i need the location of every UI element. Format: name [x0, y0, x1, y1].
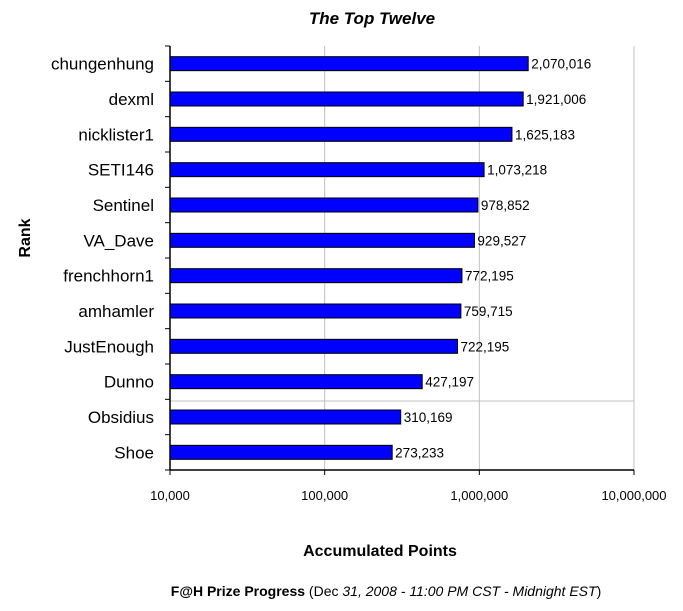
- x-tick-label: 1,000,000: [450, 488, 508, 503]
- x-tick-label: 10,000: [150, 488, 190, 503]
- data-label: 273,233: [395, 445, 444, 460]
- data-label: 1,921,006: [526, 92, 586, 107]
- x-axis-title: Accumulated Points: [303, 543, 457, 560]
- data-label: 722,195: [460, 339, 509, 354]
- category-label: nicklister1: [78, 125, 154, 144]
- footer-italic-text: 31, 2008 - 11:00 PM CST - Midnight EST: [342, 583, 598, 599]
- data-label: 759,715: [464, 304, 513, 319]
- data-label: 1,073,218: [487, 163, 547, 178]
- footer-text-open: (Dec: [305, 583, 342, 599]
- y-axis-ticks: [165, 45, 170, 471]
- bar-amhamler: [169, 303, 462, 319]
- bar-dexml: [169, 91, 524, 107]
- y-axis-title: Rank: [17, 218, 34, 257]
- footer-bold-text: F@H Prize Progress: [171, 583, 305, 599]
- bar-frenchhorn1: [169, 268, 463, 284]
- chart-title: The Top Twelve: [309, 9, 435, 28]
- data-label: 310,169: [404, 410, 453, 425]
- bar-Obsidius: [169, 409, 402, 425]
- category-label: Sentinel: [93, 196, 154, 215]
- category-label: Shoe: [114, 443, 154, 462]
- category-label: dexml: [109, 90, 154, 109]
- x-tick-labels: 10,000 100,000 1,000,000 10,000,000: [150, 488, 666, 503]
- category-label: amhamler: [78, 302, 154, 321]
- category-label: Dunno: [104, 373, 154, 392]
- bar-SETI146: [169, 162, 485, 178]
- bar-Sentinel: [169, 197, 479, 213]
- data-label: 978,852: [481, 198, 530, 213]
- bar-Shoe: [169, 444, 393, 460]
- footer-caption: F@H Prize Progress (Dec 31, 2008 - 11:00…: [171, 583, 601, 599]
- category-label: SETI146: [88, 161, 154, 180]
- data-label: 1,625,183: [515, 127, 575, 142]
- bars: [169, 56, 529, 460]
- x-tick-label: 100,000: [301, 488, 348, 503]
- data-label: 427,197: [425, 375, 474, 390]
- category-label: Obsidius: [88, 408, 154, 427]
- category-label: VA_Dave: [83, 231, 154, 250]
- x-axis-ticks: [169, 470, 635, 475]
- bar-Dunno: [169, 374, 423, 390]
- category-label: chungenhung: [51, 55, 154, 74]
- category-labels: chungenhung dexml nicklister1 SETI146 Sentin…: [51, 55, 154, 463]
- bar-chungenhung: [169, 56, 529, 72]
- bar-nicklister1: [169, 126, 513, 142]
- footer-text-close: ): [597, 583, 602, 599]
- gridlines: [324, 46, 635, 470]
- data-label: 929,527: [477, 233, 526, 248]
- data-labels: 2,070,016 1,921,006 1,625,183 1,073,218 978,…: [395, 57, 591, 461]
- bar-VA_Dave: [169, 232, 475, 248]
- category-label: JustEnough: [64, 337, 154, 356]
- x-tick-label: 10,000,000: [601, 488, 666, 503]
- bar-JustEnough: [169, 338, 458, 354]
- category-label: frenchhorn1: [63, 267, 154, 286]
- data-label: 2,070,016: [531, 57, 591, 72]
- data-label: 772,195: [465, 269, 514, 284]
